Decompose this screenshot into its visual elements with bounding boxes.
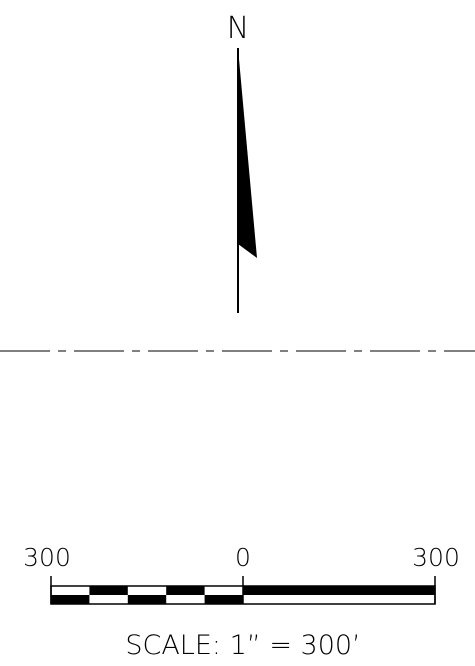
scale-segment-upper xyxy=(89,586,128,595)
north-arrow-head xyxy=(238,48,257,258)
scale-bar-body xyxy=(50,576,436,605)
scale-segment-lower xyxy=(204,595,243,604)
scale-bar: 300 0 300 SCALE: 1” = 300’ xyxy=(23,543,460,661)
scale-solid-bar xyxy=(243,586,435,595)
scale-label-left: 300 xyxy=(23,543,71,572)
north-label: N xyxy=(227,11,249,46)
scale-segment-lower xyxy=(51,595,90,604)
scale-segment-upper xyxy=(166,586,205,595)
north-arrow: N xyxy=(227,11,257,313)
scale-caption: SCALE: 1” = 300’ xyxy=(125,630,360,661)
scale-label-right: 300 xyxy=(412,543,460,572)
scale-segment-lower xyxy=(127,595,167,604)
scale-label-zero: 0 xyxy=(235,543,251,572)
